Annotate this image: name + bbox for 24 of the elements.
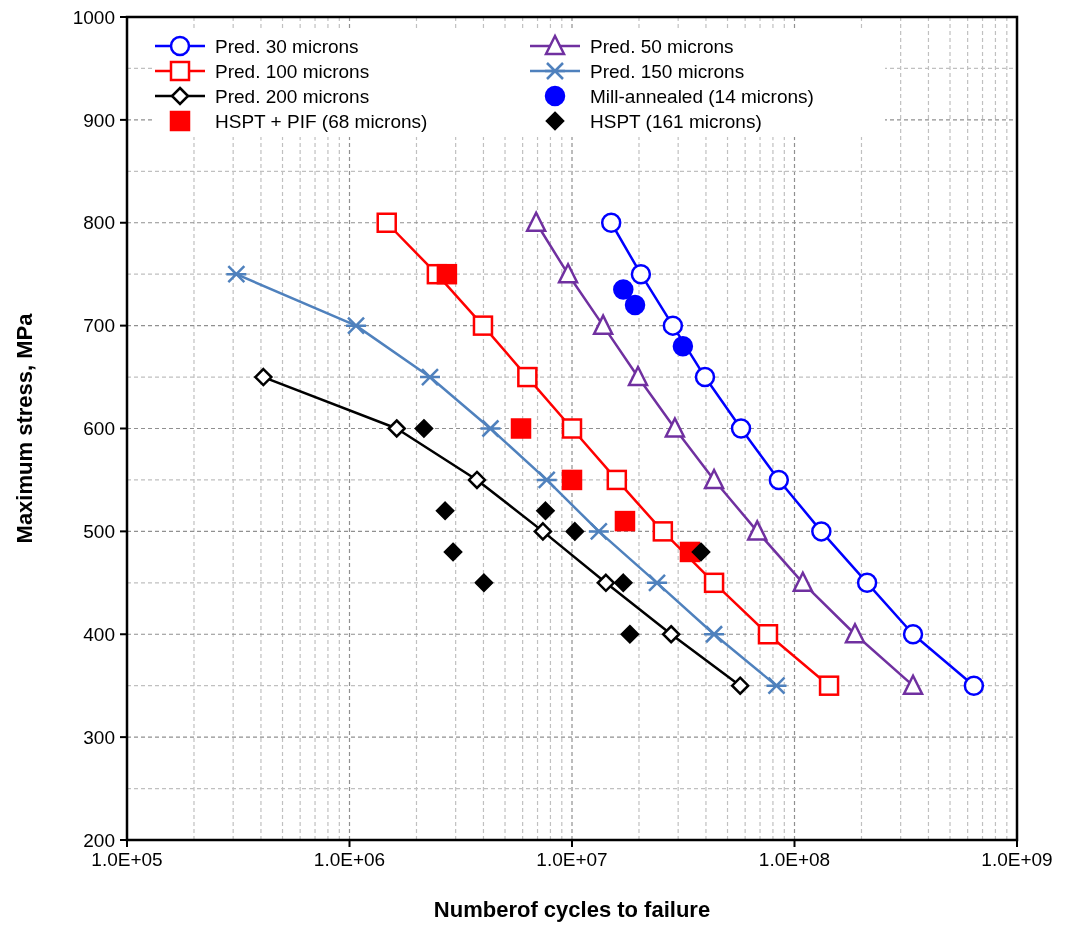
x-axis-title: Numberof cycles to failure — [433, 897, 711, 922]
y-tick-label: 800 — [83, 212, 115, 234]
y-tick-label: 1000 — [72, 6, 115, 28]
y-tick-label: 700 — [83, 315, 115, 337]
legend-label: HSPT + PIF (68 microns) — [215, 110, 428, 132]
y-tick-label: 400 — [83, 623, 115, 645]
y-tick-label: 200 — [83, 829, 115, 851]
legend-label: HSPT (161 microns) — [590, 110, 762, 132]
y-tick-label: 500 — [83, 521, 115, 543]
y-tick-label: 300 — [83, 726, 115, 748]
legend-label: Pred. 30 microns — [215, 35, 359, 57]
x-tick-label: 1.0E+09 — [981, 849, 1053, 870]
legend-label: Pred. 200 microns — [215, 85, 370, 107]
y-tick-label: 600 — [83, 418, 115, 440]
legend-label: Mill-annealed (14 microns) — [590, 85, 814, 107]
legend-label: Pred. 150 microns — [590, 60, 745, 82]
legend-label: Pred. 100 microns — [215, 60, 370, 82]
x-tick-label: 1.0E+08 — [758, 849, 831, 870]
x-tick-label: 1.0E+05 — [91, 849, 163, 870]
x-tick-label: 1.0E+07 — [536, 849, 608, 870]
y-tick-label: 900 — [83, 109, 115, 131]
legend-label: Pred. 50 microns — [590, 35, 734, 57]
x-tick-label: 1.0E+06 — [313, 849, 386, 870]
y-axis-title: Maximum stress, MPa — [12, 312, 37, 544]
